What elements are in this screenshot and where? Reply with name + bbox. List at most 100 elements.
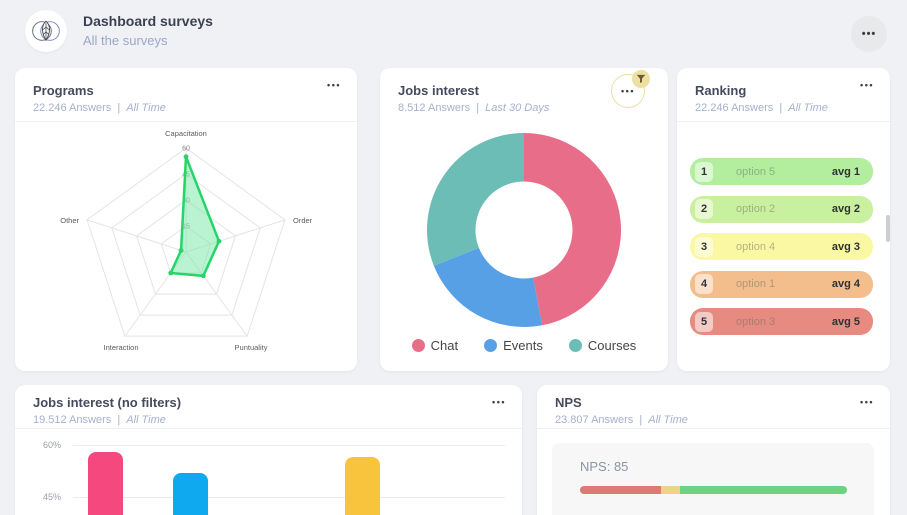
legend-item-chat[interactable]: Chat bbox=[411, 338, 459, 353]
bar bbox=[345, 457, 381, 515]
more-icon: ••• bbox=[860, 80, 874, 90]
page-title: Dashboard surveys bbox=[83, 13, 213, 29]
radar-grid-ring bbox=[135, 199, 237, 295]
donut-slice-courses bbox=[427, 133, 524, 266]
leaf-venn-icon bbox=[32, 20, 60, 42]
topbar: Dashboard surveys All the surveys ••• bbox=[0, 0, 907, 62]
answers-count: 22.246 Answers bbox=[695, 102, 774, 114]
answers-count: 8.512 Answers bbox=[398, 102, 471, 114]
radar-chart: 15304560CapacitationOrderPuntualityInter… bbox=[15, 122, 357, 371]
donut-slice-chat bbox=[524, 133, 621, 326]
nps-stacked-bar bbox=[580, 486, 847, 494]
card-subtitle: 8.512 Answers | Last 30 Days bbox=[398, 102, 650, 114]
gridline bbox=[73, 497, 505, 498]
rank-avg-value: avg 5 bbox=[831, 315, 860, 328]
card-title: Jobs interest bbox=[398, 83, 479, 98]
nps-panel: NPS: 85 bbox=[552, 443, 874, 515]
card-subtitle: 19.512 Answers | All Time bbox=[33, 414, 504, 426]
card-title: Programs bbox=[33, 83, 94, 98]
rank-number-badge: 5 bbox=[695, 311, 713, 332]
rank-number-badge: 3 bbox=[695, 236, 713, 257]
nps-segment-promoters bbox=[679, 486, 847, 494]
separator: | bbox=[779, 102, 783, 114]
rank-option-label: option 3 bbox=[736, 315, 776, 328]
more-icon: ••• bbox=[327, 80, 341, 90]
page-subtitle: All the surveys bbox=[83, 33, 168, 48]
scrollbar-thumb[interactable] bbox=[886, 215, 890, 242]
gridline bbox=[73, 445, 505, 446]
card-subtitle: 23.807 Answers | All Time bbox=[555, 414, 872, 426]
rank-number-badge: 4 bbox=[695, 274, 713, 294]
legend-dot bbox=[411, 339, 425, 352]
period-label: All Time bbox=[648, 414, 688, 426]
page-more-button[interactable]: ••• bbox=[851, 16, 887, 52]
nps-score-label: NPS: 85 bbox=[580, 459, 629, 474]
bar-chart: 60% 45% bbox=[15, 385, 522, 515]
separator: | bbox=[117, 414, 121, 426]
legend-item-courses[interactable]: Courses bbox=[568, 338, 637, 353]
card-more-button[interactable]: ••• bbox=[492, 397, 506, 407]
period-label: All Time bbox=[126, 102, 166, 114]
radar-data-point bbox=[168, 270, 174, 276]
rank-avg-value: avg 4 bbox=[831, 278, 860, 290]
legend-item-events[interactable]: Events bbox=[484, 338, 543, 353]
ranking-row: 4 option 1 avg 4 bbox=[690, 270, 873, 298]
card-more-button[interactable]: ••• bbox=[860, 397, 874, 407]
ranking-card: Ranking 22.246 Answers | All Time ••• 1 o… bbox=[677, 68, 890, 371]
answers-count: 19.512 Answers bbox=[33, 414, 112, 426]
radar-data-point bbox=[216, 238, 222, 244]
bar bbox=[172, 472, 208, 515]
more-icon: ••• bbox=[861, 28, 877, 40]
rank-avg-value: avg 2 bbox=[831, 203, 860, 215]
more-icon: ••• bbox=[492, 397, 506, 407]
rank-option-label: option 5 bbox=[736, 165, 776, 178]
radar-data-point bbox=[200, 273, 206, 279]
rank-option-label: option 1 bbox=[736, 278, 776, 290]
rank-number-badge: 1 bbox=[695, 161, 713, 182]
bar bbox=[88, 451, 124, 515]
rank-option-label: option 4 bbox=[736, 240, 776, 253]
rank-avg-value: avg 3 bbox=[831, 240, 860, 253]
answers-count: 22.246 Answers bbox=[33, 102, 112, 114]
radar-axis-label: Capacitation bbox=[165, 129, 207, 138]
period-label: All Time bbox=[126, 414, 166, 426]
radar-axis-label: Order bbox=[293, 216, 313, 225]
donut-slice-events bbox=[433, 247, 543, 327]
rank-option-label: option 2 bbox=[736, 203, 776, 215]
radar-grid-ring bbox=[86, 147, 286, 337]
card-more-button-filtered[interactable]: ••• bbox=[611, 70, 650, 108]
app-logo bbox=[25, 10, 67, 52]
ranking-row: 3 option 4 avg 3 bbox=[690, 233, 873, 260]
radar-grid-ring bbox=[111, 173, 261, 316]
legend-label: Courses bbox=[587, 338, 637, 353]
card-title: Ranking bbox=[695, 83, 747, 98]
filter-badge[interactable] bbox=[632, 70, 650, 88]
more-icon: ••• bbox=[860, 397, 874, 407]
jobs-interest-card: Jobs interest 8.512 Answers | Last 30 Da… bbox=[380, 68, 668, 371]
card-more-button[interactable]: ••• bbox=[327, 80, 341, 90]
legend-label: Events bbox=[503, 338, 543, 353]
radar-data-point bbox=[178, 247, 184, 253]
ranking-row: 2 option 2 avg 2 bbox=[690, 195, 873, 223]
ranking-row: 5 option 3 avg 5 bbox=[690, 308, 873, 335]
separator: | bbox=[476, 102, 480, 114]
separator: | bbox=[639, 414, 643, 426]
donut-chart bbox=[380, 122, 668, 371]
period-label: Last 30 Days bbox=[485, 102, 550, 114]
period-label: All Time bbox=[788, 102, 828, 114]
radar-axis-label: Puntuality bbox=[235, 343, 268, 352]
legend-dot bbox=[484, 339, 498, 352]
card-title: Jobs interest (no filters) bbox=[33, 395, 182, 410]
radar-tick-label: 60 bbox=[182, 146, 190, 153]
radar-axis-label: Interaction bbox=[103, 343, 138, 352]
card-more-button[interactable]: ••• bbox=[860, 80, 874, 90]
ranking-row: 1 option 5 avg 1 bbox=[690, 158, 873, 185]
y-axis-tick-label: 45% bbox=[42, 492, 61, 502]
card-subtitle: 22.246 Answers | All Time bbox=[695, 102, 872, 114]
legend-label: Chat bbox=[430, 338, 459, 353]
more-icon: ••• bbox=[621, 86, 635, 96]
rank-number-badge: 2 bbox=[695, 199, 713, 219]
radar-data-polygon bbox=[169, 155, 221, 278]
nps-segment-passives bbox=[660, 486, 680, 494]
legend-dot bbox=[568, 339, 582, 352]
